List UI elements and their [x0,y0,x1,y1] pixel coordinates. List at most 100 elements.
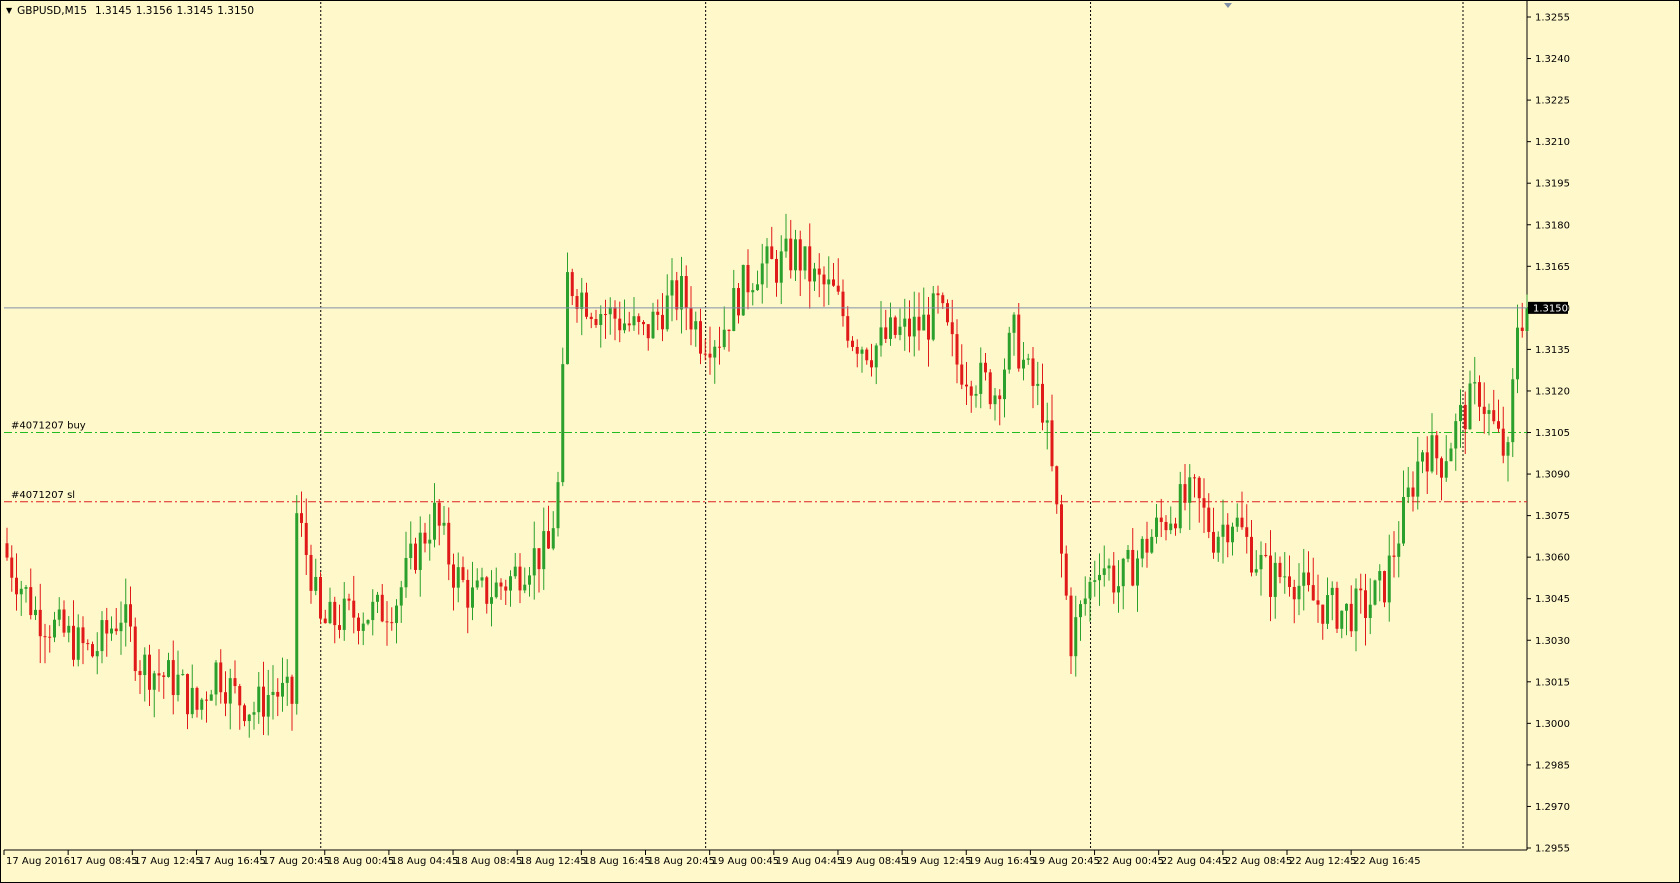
candle-body [627,323,631,326]
candle-body [1378,571,1382,581]
candle-body [1406,487,1410,498]
candle-body [684,276,688,309]
candle-body [1449,448,1453,462]
candle-body [694,321,698,330]
y-tick-label: 1.3210 [1535,137,1570,148]
candle-body [1492,410,1496,422]
candle-body [779,251,783,283]
candle-body [542,531,546,570]
candle-body [224,692,227,704]
candle-body [1145,538,1149,553]
candle-body [1269,555,1272,597]
candle-body [376,594,379,602]
candle-body [860,349,864,354]
candle-body [290,676,294,704]
candle-body [1254,569,1258,573]
candle-body [319,576,322,619]
candle-body [1093,580,1097,582]
candle-body [209,694,213,701]
y-tick-label: 1.3165 [1535,262,1570,273]
x-tick-label: 19 Aug 08:45 [840,856,907,867]
candle-body [1150,536,1154,553]
candle-body [1330,587,1334,596]
candle-body [333,601,337,626]
candle-body [461,567,465,580]
candle-body [969,386,973,396]
y-tick-label: 1.2955 [1535,844,1570,855]
candle-body [233,678,237,687]
candle-body [399,587,403,606]
candle-body [1088,581,1092,599]
candle-body [1525,307,1529,332]
candle-body [1026,358,1030,360]
candle-body [1069,595,1073,657]
candle-body [309,555,313,591]
candle-body [1473,382,1477,384]
candle-body [1273,562,1277,597]
candle-body [48,636,52,638]
candle-body [190,687,194,715]
candle-body [494,582,498,598]
candle-body [841,291,845,317]
candle-body [1454,421,1458,449]
candle-body [347,598,351,601]
candle-body [480,577,484,581]
candle-body [594,319,598,326]
candle-body [205,699,208,701]
candle-body [252,712,256,715]
candle-body [965,384,968,387]
candle-body [295,513,299,704]
candle-body [1216,536,1220,553]
candle-body [813,268,816,282]
y-tick-label: 1.3060 [1535,553,1570,564]
candle-body [466,579,470,608]
candle-body [903,318,907,327]
candle-body [385,621,389,623]
candle-body [1302,572,1306,586]
candle-body [5,543,9,558]
x-tick-label: 22 Aug 16:45 [1353,856,1420,867]
candle-body [24,587,28,589]
candle-body [162,675,166,677]
candle-body [1174,523,1177,529]
candle-body [352,600,356,618]
candle-body [100,620,104,652]
candle-body [789,238,793,271]
candle-body [167,660,170,677]
candle-body [276,691,280,697]
candle-body [599,314,603,326]
candle-body [1226,524,1230,543]
x-tick-label: 22 Aug 00:45 [1097,856,1164,867]
current-price-label: 1.3150 [1533,303,1568,314]
candle-body [613,307,617,319]
candle-body [950,322,954,335]
candle-body [1060,504,1063,554]
candle-body [1402,497,1405,544]
candle-body [1463,404,1467,430]
candle-body [931,293,935,340]
candle-body [1112,565,1116,593]
candle-body [361,623,365,631]
candle-body [1482,406,1486,414]
candle-body [228,678,232,704]
candle-body [485,577,489,604]
candle-body [285,676,289,683]
candle-body [67,625,71,633]
candle-body [62,609,66,633]
candle-body [1520,327,1524,332]
candle-body [238,686,242,706]
candle-body [651,311,655,339]
candle-body [29,587,33,616]
collapse-triangle-icon[interactable]: ▼ [6,6,13,15]
candle-body [72,625,75,660]
candle-body [1212,531,1215,553]
candle-body [1136,558,1139,586]
candle-body [561,364,565,483]
candle-body [1383,571,1386,603]
candle-body [38,609,42,637]
candle-body [513,566,517,577]
candle-body [1311,585,1315,601]
candle-body [1045,420,1049,423]
candle-body [604,314,607,316]
